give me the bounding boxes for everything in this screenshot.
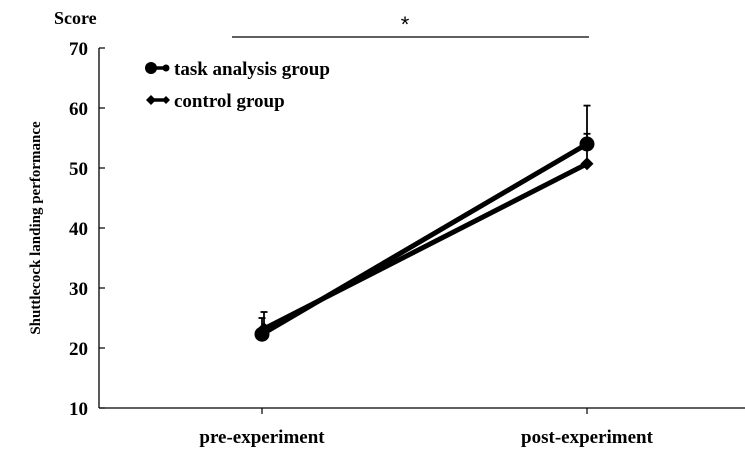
legend: task analysis group control group [145, 59, 330, 112]
legend-marker-circle [145, 62, 157, 74]
x-ticks: pre-experiment post-experiment [199, 408, 654, 448]
data-point-diamond [257, 322, 271, 336]
y-unit-label: Score [54, 8, 97, 28]
y-ticks: 10 20 30 40 50 60 70 [69, 39, 105, 420]
series-1 [257, 132, 594, 336]
x-tick-label: pre-experiment [199, 427, 325, 448]
series-layer [254, 104, 595, 342]
series-line [261, 161, 590, 332]
y-tick-label: 40 [69, 219, 88, 240]
significance-marker: * [232, 12, 589, 38]
y-tick-label: 70 [69, 39, 88, 60]
data-point-diamond [580, 157, 594, 171]
y-tick-label: 30 [69, 279, 88, 300]
x-tick-label: post-experiment [521, 427, 654, 448]
y-axis-label: Shuttlecock landing performance [28, 121, 44, 335]
y-tick-label: 60 [69, 99, 88, 120]
legend-marker-circle [162, 64, 170, 72]
y-tick-label: 10 [69, 399, 88, 420]
legend-marker-diamond [162, 96, 170, 104]
significance-asterisk: * [401, 12, 410, 37]
y-tick-label: 50 [69, 159, 88, 180]
legend-marker-diamond [146, 95, 156, 105]
legend-label: task analysis group [174, 59, 330, 80]
y-tick-label: 20 [69, 339, 88, 360]
legend-label: control group [174, 91, 285, 112]
